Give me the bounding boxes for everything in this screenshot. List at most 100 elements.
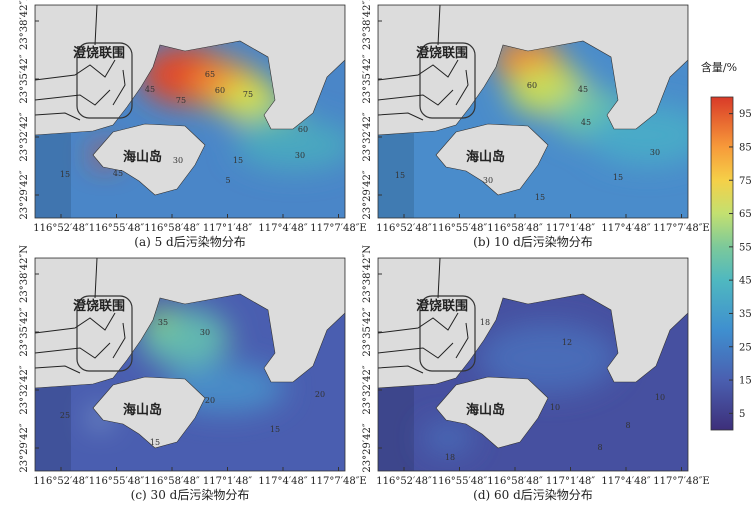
river [112,69,126,106]
panel-caption: (a) 5 d后污染物分布 [134,234,245,249]
polder-ring [419,295,476,372]
contour-label: 15 [233,156,243,165]
x-tick-label: 116°52′48″ [33,223,89,234]
y-tick-label: 23°32′42″ [362,365,373,414]
boundary-zone [378,386,414,471]
river [94,258,98,299]
colorbar [710,96,734,431]
contour-label: 15 [60,170,70,179]
colorbar-tick-label: 85 [739,142,752,153]
river [35,342,111,359]
contour-label: 35 [158,318,168,327]
y-tick-label: 23°35′42″ [19,307,30,356]
contour-label: 45 [113,169,123,178]
river [94,5,98,46]
place-label: 海山岛 [123,149,162,165]
contour-label: 20 [315,390,325,399]
map-body [35,5,345,218]
contour-label: 60 [527,81,537,90]
contour-label: 15 [270,425,280,434]
y-tick-label: 23°32′42″ [19,112,30,161]
contour-label: 15 [535,193,545,202]
island [435,376,549,449]
land [35,258,345,389]
x-tick-label: 117°1′48″ [203,476,252,487]
colorbar-tick-label: 95 [739,109,752,120]
river [378,59,459,81]
colorbar-tick-label: 75 [739,176,752,187]
river [35,59,116,81]
place-label: 海山岛 [466,149,505,165]
contour-label: 30 [295,151,305,160]
x-tick-label: 117°7′48″E [310,223,366,234]
colorbar-tick-label: 35 [739,309,752,320]
x-tick-label: 116°55′48″ [89,223,145,234]
contour-label: 45 [581,118,591,127]
y-tick-label: 23°35′42″ [19,54,30,103]
contour-label: 15 [150,438,160,447]
contour-label: 18 [445,453,455,462]
contour-label: 15 [613,173,623,182]
x-tick-label: 117°1′48″ [546,476,595,487]
x-tick-label: 117°4′48″ [258,223,307,234]
contour-label: 30 [650,148,660,157]
contour-label: 65 [205,70,215,79]
y-tick-label: 23°38′42″N [362,0,373,50]
polder-ring [76,42,133,119]
river [378,112,424,121]
colorbar-tick-label: 25 [739,342,752,353]
y-tick-label: 23°32′42″ [19,365,30,414]
contour-label: 8 [597,443,602,452]
contour-label: 18 [480,318,490,327]
river [35,112,81,121]
colorbar-tick-label: 55 [739,242,752,253]
y-tick-label: 23°29′42″ [19,170,30,219]
river [378,342,454,359]
y-tick-label: 23°32′42″ [362,112,373,161]
panel-caption: (d) 60 d后污染物分布 [473,487,593,502]
land [35,5,345,136]
y-tick-label: 23°29′42″ [362,170,373,219]
contour-label: 25 [60,411,70,420]
colorbar-tick-label: 65 [739,209,752,220]
contour-label: 60 [298,125,308,134]
polder-ring [419,42,476,119]
concentration-blob [478,323,618,393]
x-tick-label: 116°58′48″ [487,223,543,234]
river [455,322,469,359]
map-body [35,258,345,471]
x-tick-label: 116°55′48″ [89,476,145,487]
colorbar-title: 含量/% [701,60,737,74]
island [435,123,549,196]
land [378,5,688,136]
x-tick-label: 117°4′48″ [601,223,650,234]
concentration-field [423,323,618,453]
contour-label: 10 [550,403,560,412]
land [378,258,688,389]
place-label: 澄饶联围 [416,45,468,61]
x-tick-label: 116°58′48″ [144,223,200,234]
x-tick-label: 116°52′48″ [376,476,432,487]
y-tick-label: 23°29′42″ [362,423,373,472]
frame [377,257,689,472]
x-tick-label: 117°7′48″E [653,476,709,487]
contour-label: 60 [215,86,225,95]
contour-label: 8 [625,421,630,430]
river [378,365,424,374]
contour-label: 30 [200,328,210,337]
frame [34,257,346,472]
contour-label: 30 [173,156,183,165]
x-tick-label: 117°4′48″ [258,476,307,487]
river [35,312,116,334]
y-tick-label: 23°29′42″ [19,423,30,472]
frame [377,4,689,219]
map-body [378,5,688,218]
x-tick-label: 117°7′48″E [310,476,366,487]
frame [34,4,346,219]
contour-label: 20 [205,396,215,405]
contour-label: 75 [176,96,186,105]
river [378,312,459,334]
